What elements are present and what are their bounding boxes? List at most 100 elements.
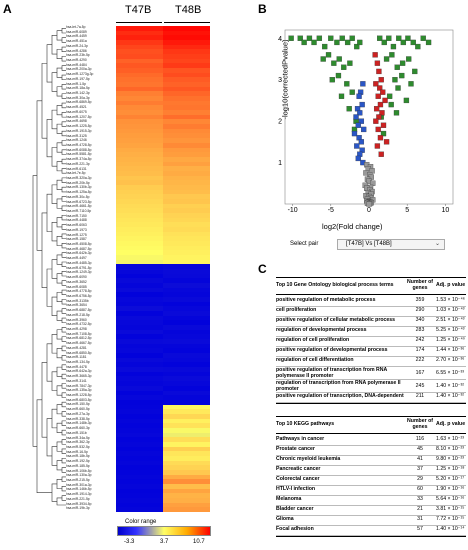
heatmap-cell <box>116 455 163 461</box>
heatmap-cell <box>116 278 163 284</box>
dendrogram-branch <box>51 109 57 130</box>
gene-label: hsa-miR-532-5p <box>66 444 90 449</box>
dendrogram-branch <box>56 179 62 190</box>
go-table-row: cell proliferation 290 1.03 × 10⁻⁴³ <box>276 307 466 317</box>
heatmap-cell <box>163 283 210 288</box>
volcano-point <box>322 43 328 50</box>
kegg-table-term: Pancreatic cancer <box>276 466 321 472</box>
heatmap-cell <box>163 469 210 475</box>
dendrogram-branch <box>46 193 52 232</box>
volcano-point <box>381 39 387 46</box>
dendrogram-branch <box>51 147 57 167</box>
volcano-point <box>301 39 307 46</box>
dendrogram-branch <box>46 44 52 83</box>
select-pair-dropdown[interactable]: [T47B] Vs [T48B] ⌄ <box>337 239 445 250</box>
volcano-x-tick: 5 <box>405 207 409 212</box>
heatmap-cell <box>116 446 163 452</box>
heatmap-cell <box>116 222 163 228</box>
volcano-point <box>311 39 317 46</box>
heatmap-cell <box>163 465 210 471</box>
heatmap-cell <box>163 502 210 508</box>
heatmap-cell <box>116 217 163 223</box>
go-table-count: 290 <box>415 307 425 313</box>
heatmap-cell <box>163 203 210 209</box>
gene-label: hsa-miR-130b-3p <box>66 185 92 190</box>
go-table-count: 359 <box>415 297 425 303</box>
heatmap-grid <box>116 26 210 513</box>
gene-label: hsa-miR-125a-5p <box>66 190 92 195</box>
kegg-table-pvalue: 7.72 × 10⁻¹⁵ <box>436 516 465 522</box>
kegg-table-term: Focal adhesion <box>276 526 314 532</box>
heatmap-cell <box>116 86 163 92</box>
color-range-mid: 3.7 <box>160 539 169 545</box>
heatmap-cell <box>163 376 210 382</box>
gene-label: hsa-miR-4508-5p <box>66 242 92 247</box>
heatmap-cell <box>163 35 210 41</box>
kegg-table-top-rule <box>276 416 466 417</box>
heatmap-cell <box>116 460 163 466</box>
volcano-x-tick: -5 <box>328 207 334 212</box>
heatmap-cell <box>116 40 163 45</box>
go-table-term: regulation of developmental process <box>276 327 367 333</box>
volcano-point <box>325 52 332 58</box>
volcano-point <box>354 43 360 50</box>
go-table-pvalue: 1.53 × 10⁻⁴⁶ <box>436 297 465 303</box>
kegg-table-count: 29 <box>417 476 423 482</box>
heatmap-cell <box>163 348 210 354</box>
volcano-point <box>374 60 381 66</box>
heatmap-cell <box>116 240 163 246</box>
volcano-point <box>399 72 405 79</box>
kegg-table-count: 45 <box>417 446 423 452</box>
kegg-table-pvalue: 1.63 × 10⁻²³ <box>436 436 464 442</box>
dendrogram-branch <box>56 235 62 246</box>
heatmap-cell <box>116 54 163 59</box>
gene-label: hsa-miR-3135b <box>66 298 89 303</box>
heatmap-cell <box>116 147 163 153</box>
go-table-row: regulation of cell differentiation 222 2.7… <box>276 357 466 367</box>
gene-label: hsa-miR-130a-3p <box>66 473 92 478</box>
go-table-count: 222 <box>415 357 425 363</box>
dendrogram <box>32 28 66 506</box>
volcano-point <box>380 122 387 128</box>
heatmap-cell <box>116 311 163 317</box>
dendrogram-branch <box>51 334 57 354</box>
panel-label-a: A <box>3 2 12 16</box>
heatmap-cell <box>116 114 163 120</box>
heatmap-cell <box>116 381 163 387</box>
heatmap-cell <box>116 488 163 494</box>
heatmap-cell <box>163 91 210 97</box>
gene-label: hsa-let-7e-5p <box>66 171 86 176</box>
heatmap-cell <box>116 166 163 172</box>
heatmap-cell <box>163 418 210 424</box>
gene-label: hsa-miR-3141 <box>66 378 87 383</box>
kegg-table-bottom-rule <box>276 536 466 537</box>
volcano-point <box>316 35 323 41</box>
heatmap-cell <box>116 133 163 139</box>
heatmap-cell <box>116 49 163 55</box>
heatmap-cell <box>116 259 163 265</box>
heatmap-cell <box>163 264 210 270</box>
gene-label: hsa-miR-6756-5p <box>66 293 92 298</box>
heatmap-cell <box>163 311 210 317</box>
kegg-table-pvalue: 3.81 × 10⁻¹⁵ <box>436 506 465 512</box>
heatmap-cell <box>163 245 210 251</box>
heatmap-cell <box>163 82 210 88</box>
kegg-table-row: Melanoma 33 5.64 × 10⁻¹⁶ <box>276 496 466 506</box>
volcano-point <box>357 39 363 46</box>
gene-label: hsa-miR-4286 <box>66 48 87 53</box>
volcano-point <box>378 151 384 157</box>
heatmap-cell <box>163 105 210 111</box>
heatmap-cell <box>163 507 210 513</box>
go-table-pvalue: 1.44 × 10⁻³⁶ <box>436 347 465 353</box>
gene-label: hsa-miR-7847-3p <box>66 383 92 388</box>
dendrogram-branch <box>56 385 62 396</box>
gene-label: hsa-let-7a-5p <box>66 25 86 29</box>
heatmap-cell <box>116 58 163 64</box>
heatmap-cell <box>116 325 163 331</box>
heatmap-cell <box>163 497 210 503</box>
heatmap-cell <box>163 301 210 307</box>
heatmap-cell <box>163 362 210 368</box>
heatmap-cell <box>116 105 163 111</box>
heatmap-cell <box>163 226 210 232</box>
heatmap-cell <box>163 250 210 256</box>
